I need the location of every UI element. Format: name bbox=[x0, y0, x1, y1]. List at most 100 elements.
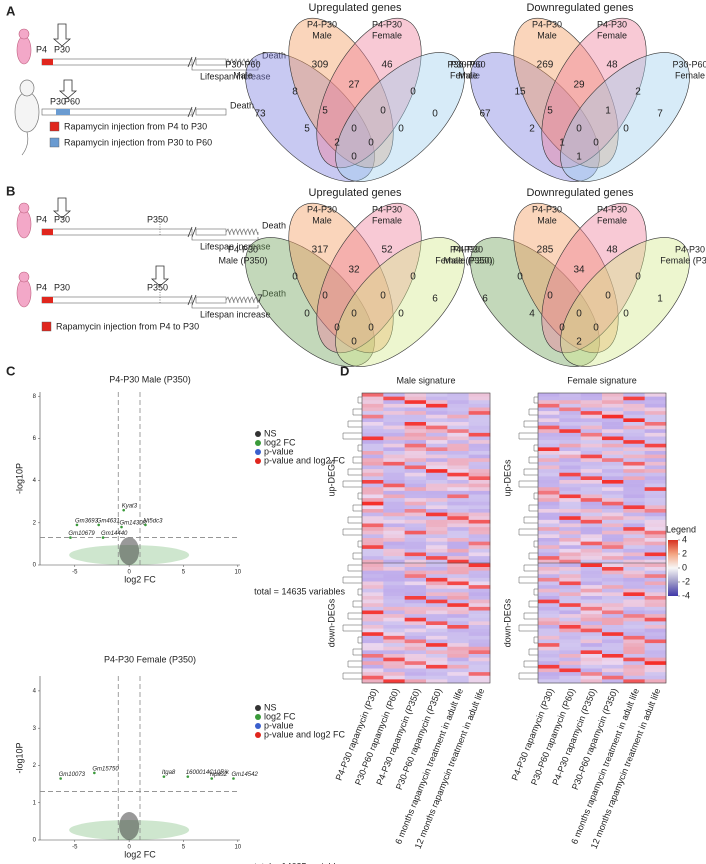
heatmap-texture bbox=[362, 519, 384, 524]
heatmap-texture bbox=[362, 614, 384, 619]
venn-set bbox=[513, 17, 619, 169]
venn-count: 2 bbox=[529, 124, 535, 135]
venn-set bbox=[288, 17, 394, 169]
heatmap-texture bbox=[538, 469, 560, 474]
heatmap-texture bbox=[623, 403, 645, 408]
heatmap-texture bbox=[426, 432, 448, 437]
label: Death bbox=[262, 220, 286, 230]
heatmap-texture bbox=[404, 516, 427, 521]
legend-label: Rapamycin injection from P30 to P60 bbox=[64, 137, 212, 147]
heatmap-texture bbox=[404, 534, 427, 539]
heatmap-texture bbox=[404, 472, 427, 477]
heatmap-texture bbox=[644, 396, 667, 401]
heatmap-texture bbox=[538, 527, 560, 532]
heatmap-texture bbox=[644, 534, 667, 539]
heatmap-texture bbox=[580, 418, 603, 423]
heatmap-texture bbox=[602, 523, 624, 528]
heatmap-texture bbox=[404, 465, 427, 470]
heatmap-texture bbox=[468, 574, 491, 579]
venn-count: 0 bbox=[559, 323, 565, 334]
heatmap-texture bbox=[644, 494, 667, 499]
heatmap-texture bbox=[383, 635, 405, 640]
heatmap-texture bbox=[580, 625, 603, 629]
label: P30 bbox=[54, 282, 70, 292]
heatmap-texture bbox=[602, 411, 624, 416]
heatmap-texture bbox=[580, 563, 603, 568]
heatmap-texture bbox=[447, 411, 469, 416]
heatmap-texture bbox=[426, 519, 448, 524]
heatmap-texture bbox=[468, 447, 491, 452]
venn-set-label: P4-P30 bbox=[532, 204, 562, 214]
heatmap-texture bbox=[426, 487, 448, 492]
heatmap-texture bbox=[602, 447, 624, 452]
heatmap-texture bbox=[559, 509, 581, 513]
heatmap-texture bbox=[447, 603, 469, 608]
venn-set-label: Female bbox=[372, 30, 402, 40]
heatmap-texture bbox=[580, 440, 603, 445]
heatmap-texture bbox=[538, 509, 560, 513]
venn-count: 7 bbox=[257, 294, 263, 305]
heatmap-texture bbox=[383, 411, 405, 416]
heatmap-texture bbox=[602, 654, 624, 658]
heatmap-texture bbox=[447, 592, 469, 597]
heatmap-texture bbox=[580, 635, 603, 640]
heatmap-texture bbox=[362, 476, 384, 481]
venn-set bbox=[470, 52, 600, 182]
heatmap-texture bbox=[447, 552, 469, 557]
heatmap-texture bbox=[538, 585, 560, 590]
legend-label: NS bbox=[264, 702, 277, 712]
venn-count: 0 bbox=[334, 323, 340, 334]
heatmap-texture bbox=[623, 588, 645, 593]
x-tick-label: 10 bbox=[234, 845, 241, 851]
heatmap-texture bbox=[559, 472, 581, 477]
heatmap-texture bbox=[644, 643, 667, 648]
timeline-bar bbox=[41, 108, 193, 116]
venn-set bbox=[560, 237, 690, 367]
heatmap-texture bbox=[447, 672, 469, 677]
heatmap-texture bbox=[602, 606, 624, 611]
heatmap-texture bbox=[362, 458, 384, 463]
heatmap-texture bbox=[383, 451, 405, 455]
heatmap-texture bbox=[602, 603, 624, 608]
heatmap-texture bbox=[468, 563, 491, 568]
heatmap-texture bbox=[559, 606, 581, 611]
heatmap-texture bbox=[468, 418, 491, 423]
heatmap-texture bbox=[447, 635, 469, 640]
venn-count: 0 bbox=[410, 272, 416, 283]
heatmap-texture bbox=[580, 472, 603, 477]
heatmap-texture bbox=[538, 661, 560, 666]
heatmap-texture bbox=[623, 465, 645, 470]
heatmap-texture bbox=[383, 407, 405, 412]
heatmap-texture bbox=[426, 505, 448, 510]
heatmap-texture bbox=[383, 458, 405, 463]
heatmap-texture bbox=[426, 461, 448, 466]
legend-swatch bbox=[255, 449, 261, 455]
heatmap-texture bbox=[538, 592, 560, 597]
heatmap-texture bbox=[426, 436, 448, 441]
heatmap-texture bbox=[426, 588, 448, 593]
heatmap-texture bbox=[559, 436, 581, 441]
heatmap-texture bbox=[468, 396, 491, 401]
heatmap-texture bbox=[426, 534, 448, 539]
heatmap-texture bbox=[383, 556, 405, 561]
heatmap-texture bbox=[383, 509, 405, 513]
heatmap-texture bbox=[404, 418, 427, 423]
heatmap-title: Male signature bbox=[396, 375, 455, 385]
heatmap-texture bbox=[468, 548, 491, 553]
heatmap-texture bbox=[644, 440, 667, 445]
heatmap-texture bbox=[383, 628, 405, 633]
heatmap-texture bbox=[362, 617, 384, 622]
heatmap-texture bbox=[468, 639, 491, 644]
legend-label: Rapamycin injection from P4 to P30 bbox=[56, 321, 199, 331]
heatmap-texture bbox=[538, 581, 560, 586]
heatmap-texture bbox=[623, 679, 645, 684]
heatmap-texture bbox=[362, 657, 384, 662]
venn-count: 0 bbox=[380, 291, 386, 302]
heatmap-texture bbox=[602, 393, 624, 397]
heatmap-texture bbox=[447, 400, 469, 405]
heatmap-texture bbox=[559, 422, 581, 426]
x-tick-label: -5 bbox=[72, 570, 78, 576]
heatmap-texture bbox=[644, 505, 667, 510]
heatmap-texture bbox=[362, 469, 384, 474]
venn-count: 269 bbox=[537, 60, 554, 71]
